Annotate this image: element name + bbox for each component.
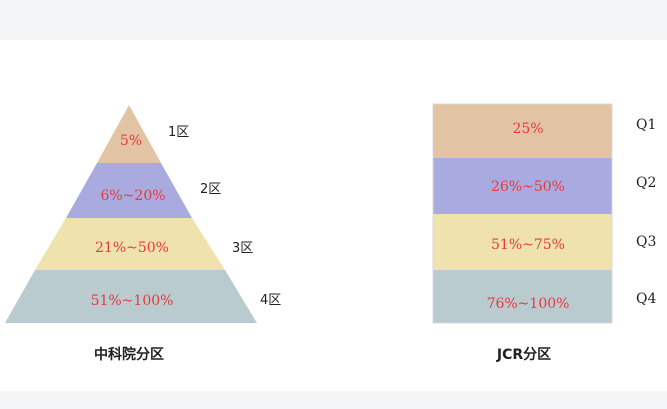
bottom-band <box>0 391 667 409</box>
jcr-tier-1-shape <box>433 104 612 158</box>
jcr-tier-4-shape <box>433 270 612 323</box>
cas-pyramid <box>5 105 257 323</box>
cas-tier-3-shape <box>35 218 225 270</box>
jcr-tier-1-label: Q1 <box>636 117 656 133</box>
cas-tier-4-label: 4区 <box>260 293 281 308</box>
cas-tier-3-label: 3区 <box>232 241 253 256</box>
cas-tier-4-range: 51%~100% <box>91 293 174 309</box>
jcr-stack-border <box>432 103 613 324</box>
jcr-tier-4-range: 76%~100% <box>487 296 570 312</box>
cas-tier-1-shape <box>97 105 161 163</box>
jcr-caption: JCR分区 <box>496 347 551 363</box>
jcr-stack <box>432 103 613 324</box>
cas-caption: 中科院分区 <box>94 346 164 363</box>
jcr-tier-4-label: Q4 <box>636 291 656 307</box>
cas-tier-1-label: 1区 <box>168 125 189 140</box>
cas-tier-3-range: 21%~50% <box>95 240 169 256</box>
cas-tier-2-label: 2区 <box>200 182 221 197</box>
jcr-tier-3-label: Q3 <box>636 234 656 250</box>
jcr-tier-3-shape <box>433 214 612 270</box>
cas-tier-2-range: 6%~20% <box>100 188 165 204</box>
cas-tier-4-shape <box>5 270 257 323</box>
cas-tier-1-range: 5% <box>120 133 142 149</box>
jcr-tier-2-range: 26%~50% <box>491 179 565 195</box>
jcr-tier-2-shape <box>433 158 612 214</box>
jcr-tier-3-range: 51%~75% <box>491 237 565 253</box>
jcr-tier-1-range: 25% <box>512 121 543 137</box>
top-band <box>0 0 667 40</box>
jcr-tier-2-label: Q2 <box>636 175 656 191</box>
cas-tier-2-shape <box>66 163 192 218</box>
